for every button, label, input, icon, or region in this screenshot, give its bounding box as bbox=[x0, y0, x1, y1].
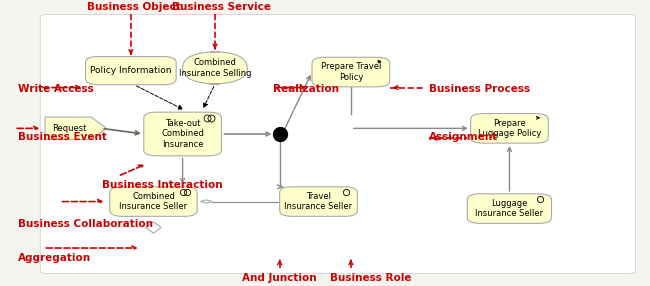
Polygon shape bbox=[200, 200, 212, 203]
Text: Aggregation: Aggregation bbox=[18, 253, 91, 263]
FancyBboxPatch shape bbox=[40, 14, 636, 273]
Text: Prepare
Luggage Policy: Prepare Luggage Policy bbox=[478, 119, 541, 138]
FancyBboxPatch shape bbox=[144, 112, 222, 156]
Text: Combined
Insurance Selling: Combined Insurance Selling bbox=[179, 58, 251, 78]
Text: Business Object: Business Object bbox=[87, 2, 181, 12]
FancyBboxPatch shape bbox=[471, 114, 549, 143]
Text: Business Service: Business Service bbox=[172, 2, 271, 12]
Text: Business Role: Business Role bbox=[330, 273, 411, 283]
Text: And Junction: And Junction bbox=[242, 273, 317, 283]
Text: Take-out
Combined
Insurance: Take-out Combined Insurance bbox=[161, 119, 204, 149]
Text: Assignment: Assignment bbox=[428, 132, 498, 142]
Text: Travel
Insurance Seller: Travel Insurance Seller bbox=[285, 192, 352, 211]
Text: Policy Information: Policy Information bbox=[90, 66, 172, 75]
Text: Realization: Realization bbox=[273, 84, 339, 94]
Text: Business Event: Business Event bbox=[18, 132, 107, 142]
Text: Prepare Travel
Policy: Prepare Travel Policy bbox=[320, 62, 381, 82]
FancyBboxPatch shape bbox=[183, 52, 248, 84]
Text: Combined
Insurance Seller: Combined Insurance Seller bbox=[120, 192, 188, 211]
Text: Business Collaboration: Business Collaboration bbox=[18, 219, 153, 229]
Text: Request: Request bbox=[52, 124, 86, 133]
Text: Luggage
Insurance Seller: Luggage Insurance Seller bbox=[475, 199, 543, 218]
FancyBboxPatch shape bbox=[110, 187, 197, 216]
FancyBboxPatch shape bbox=[467, 194, 552, 223]
Polygon shape bbox=[45, 117, 107, 140]
Text: Write Access: Write Access bbox=[18, 84, 94, 94]
Polygon shape bbox=[146, 222, 161, 233]
FancyBboxPatch shape bbox=[86, 57, 176, 85]
FancyBboxPatch shape bbox=[312, 57, 390, 87]
Text: Business Interaction: Business Interaction bbox=[101, 180, 222, 190]
FancyBboxPatch shape bbox=[280, 187, 358, 216]
Text: Business Process: Business Process bbox=[428, 84, 530, 94]
